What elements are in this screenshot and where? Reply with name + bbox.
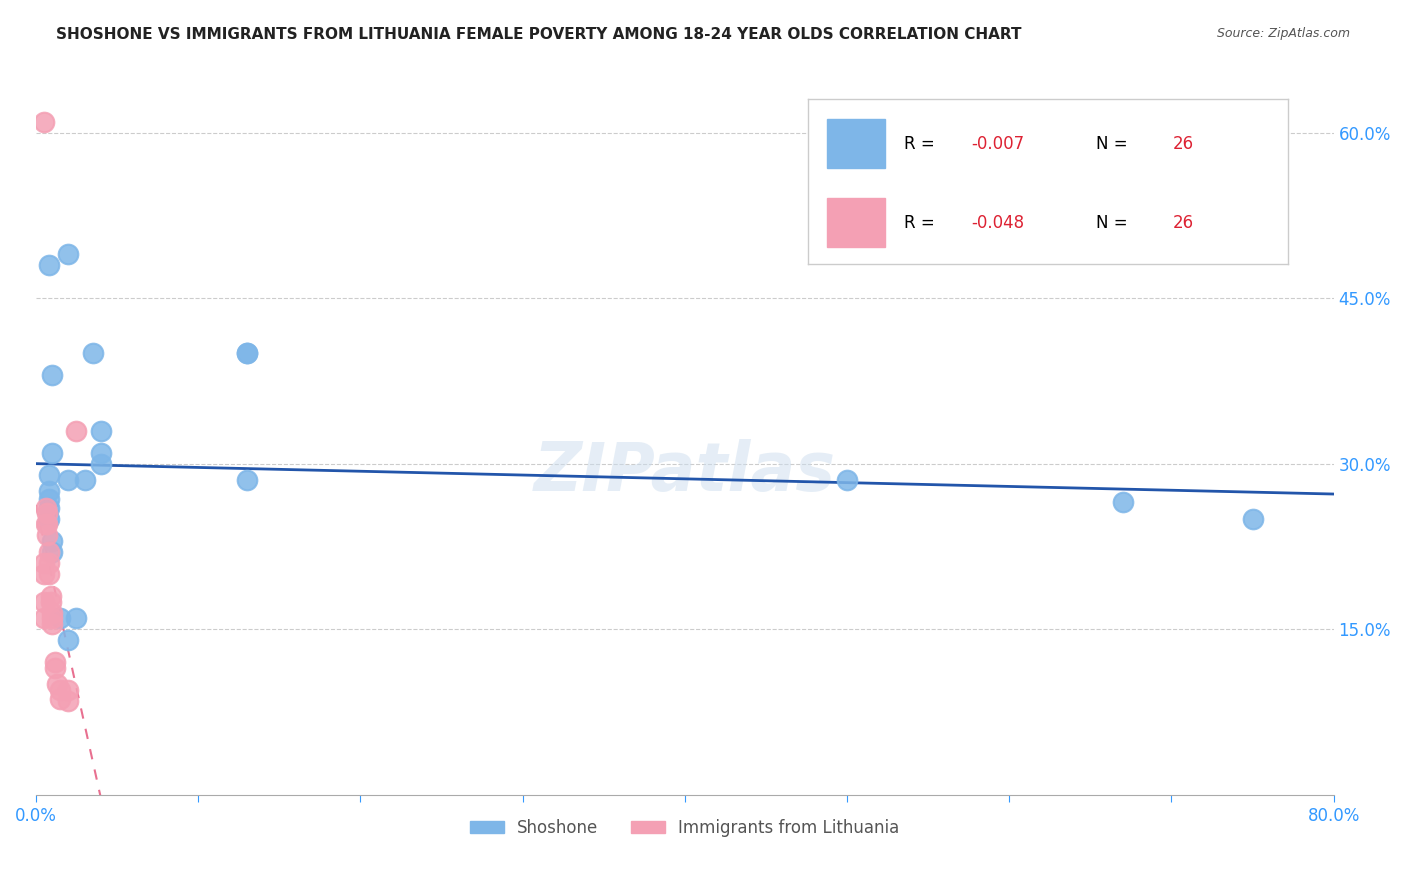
Point <box>41 368 63 383</box>
Point <box>38 484 60 499</box>
Point <box>835 473 858 487</box>
Point <box>73 473 96 487</box>
Point <box>32 594 55 608</box>
Point <box>38 467 60 482</box>
Point <box>58 473 80 487</box>
Point <box>41 533 63 548</box>
Point <box>38 258 60 272</box>
Point <box>236 473 259 487</box>
Point <box>39 589 62 603</box>
Point <box>46 677 69 691</box>
Point <box>44 655 66 669</box>
Point <box>34 500 56 515</box>
Point <box>38 512 60 526</box>
Point <box>38 567 60 582</box>
Point <box>58 633 80 648</box>
Text: ZIPatlas: ZIPatlas <box>534 439 835 505</box>
Point <box>58 694 80 708</box>
Point <box>58 247 80 261</box>
Point <box>236 346 259 360</box>
Point <box>32 567 55 582</box>
Point <box>37 506 59 520</box>
Text: SHOSHONE VS IMMIGRANTS FROM LITHUANIA FEMALE POVERTY AMONG 18-24 YEAR OLDS CORRE: SHOSHONE VS IMMIGRANTS FROM LITHUANIA FE… <box>56 27 1022 42</box>
Point <box>90 424 112 438</box>
Point <box>41 611 63 625</box>
Point <box>39 594 62 608</box>
Point <box>38 556 60 570</box>
Point <box>38 491 60 506</box>
Point <box>37 528 59 542</box>
Point <box>32 611 55 625</box>
Point <box>49 611 72 625</box>
Point <box>90 457 112 471</box>
Point <box>1241 512 1264 526</box>
Text: Source: ZipAtlas.com: Source: ZipAtlas.com <box>1216 27 1350 40</box>
Point <box>32 556 55 570</box>
Point <box>34 517 56 532</box>
Point <box>49 682 72 697</box>
Point <box>44 661 66 675</box>
Point <box>49 691 72 706</box>
Point <box>90 445 112 459</box>
Point <box>41 545 63 559</box>
Point <box>38 500 60 515</box>
Point <box>236 346 259 360</box>
Point <box>65 424 87 438</box>
Legend: Shoshone, Immigrants from Lithuania: Shoshone, Immigrants from Lithuania <box>464 813 905 844</box>
Point <box>41 445 63 459</box>
Point <box>38 545 60 559</box>
Point <box>37 517 59 532</box>
Point <box>82 346 104 360</box>
Point <box>58 682 80 697</box>
Point <box>41 606 63 620</box>
Point <box>1112 495 1135 509</box>
Point <box>65 611 87 625</box>
Point <box>32 114 55 128</box>
Point <box>41 616 63 631</box>
